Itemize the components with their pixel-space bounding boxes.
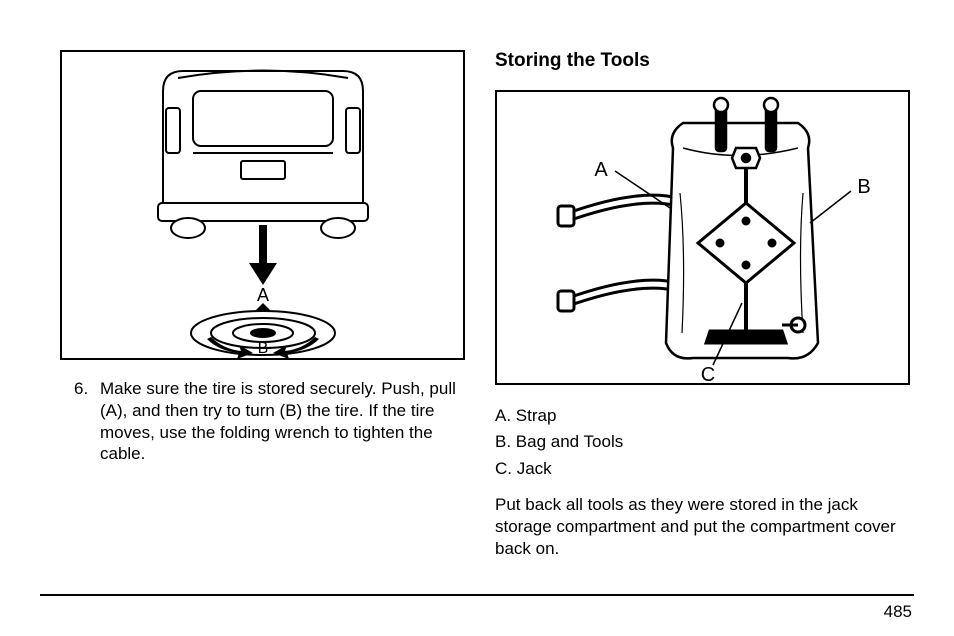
left-column: A B — [40, 50, 465, 575]
step-6: 6. Make sure the tire is stored securely… — [74, 378, 465, 465]
figure-tire-storage: A B — [60, 50, 465, 360]
storing-tools-illustration: A B C — [498, 93, 908, 383]
storing-tools-heading: Storing the Tools — [495, 50, 914, 72]
page-columns: A B — [40, 50, 914, 575]
tire-storage-illustration: A B — [63, 53, 463, 358]
figure-label-b: B — [257, 340, 268, 357]
figure-storing-tools: A B C — [495, 90, 910, 385]
figure2-label-b: B — [857, 176, 870, 198]
step-text: Make sure the tire is stored securely. P… — [100, 378, 465, 465]
storing-tools-paragraph: Put back all tools as they were stored i… — [495, 494, 914, 559]
figure-label-a: A — [256, 285, 268, 305]
legend-list: A. Strap B. Bag and Tools C. Jack — [495, 403, 914, 482]
legend-c: C. Jack — [495, 456, 914, 482]
figure2-label-a: A — [594, 159, 608, 181]
page-number: 485 — [884, 602, 912, 622]
legend-a: A. Strap — [495, 403, 914, 429]
step-number: 6. — [74, 378, 100, 465]
right-column: Storing the Tools — [495, 50, 914, 575]
legend-b: B. Bag and Tools — [495, 429, 914, 455]
footer-rule — [40, 594, 914, 596]
figure2-label-c: C — [700, 364, 714, 383]
